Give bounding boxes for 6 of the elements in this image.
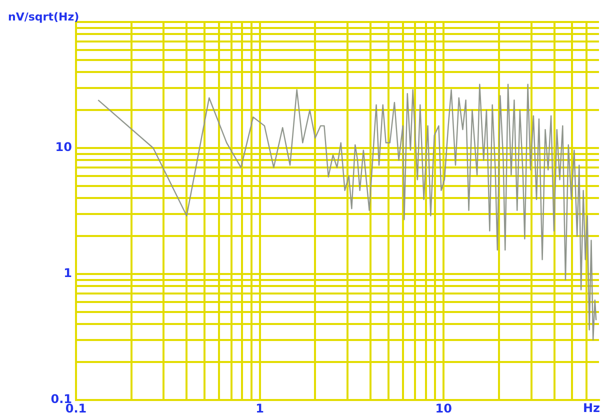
y-tick-label: 10 (55, 140, 72, 154)
y-tick-label: 1 (64, 266, 72, 280)
x-tick-label: 1 (256, 401, 264, 416)
y-axis-title: nV/sqrt(Hz) (8, 10, 80, 24)
x-tick-label: 10 (435, 401, 452, 416)
x-axis-title: Hz (582, 401, 600, 416)
